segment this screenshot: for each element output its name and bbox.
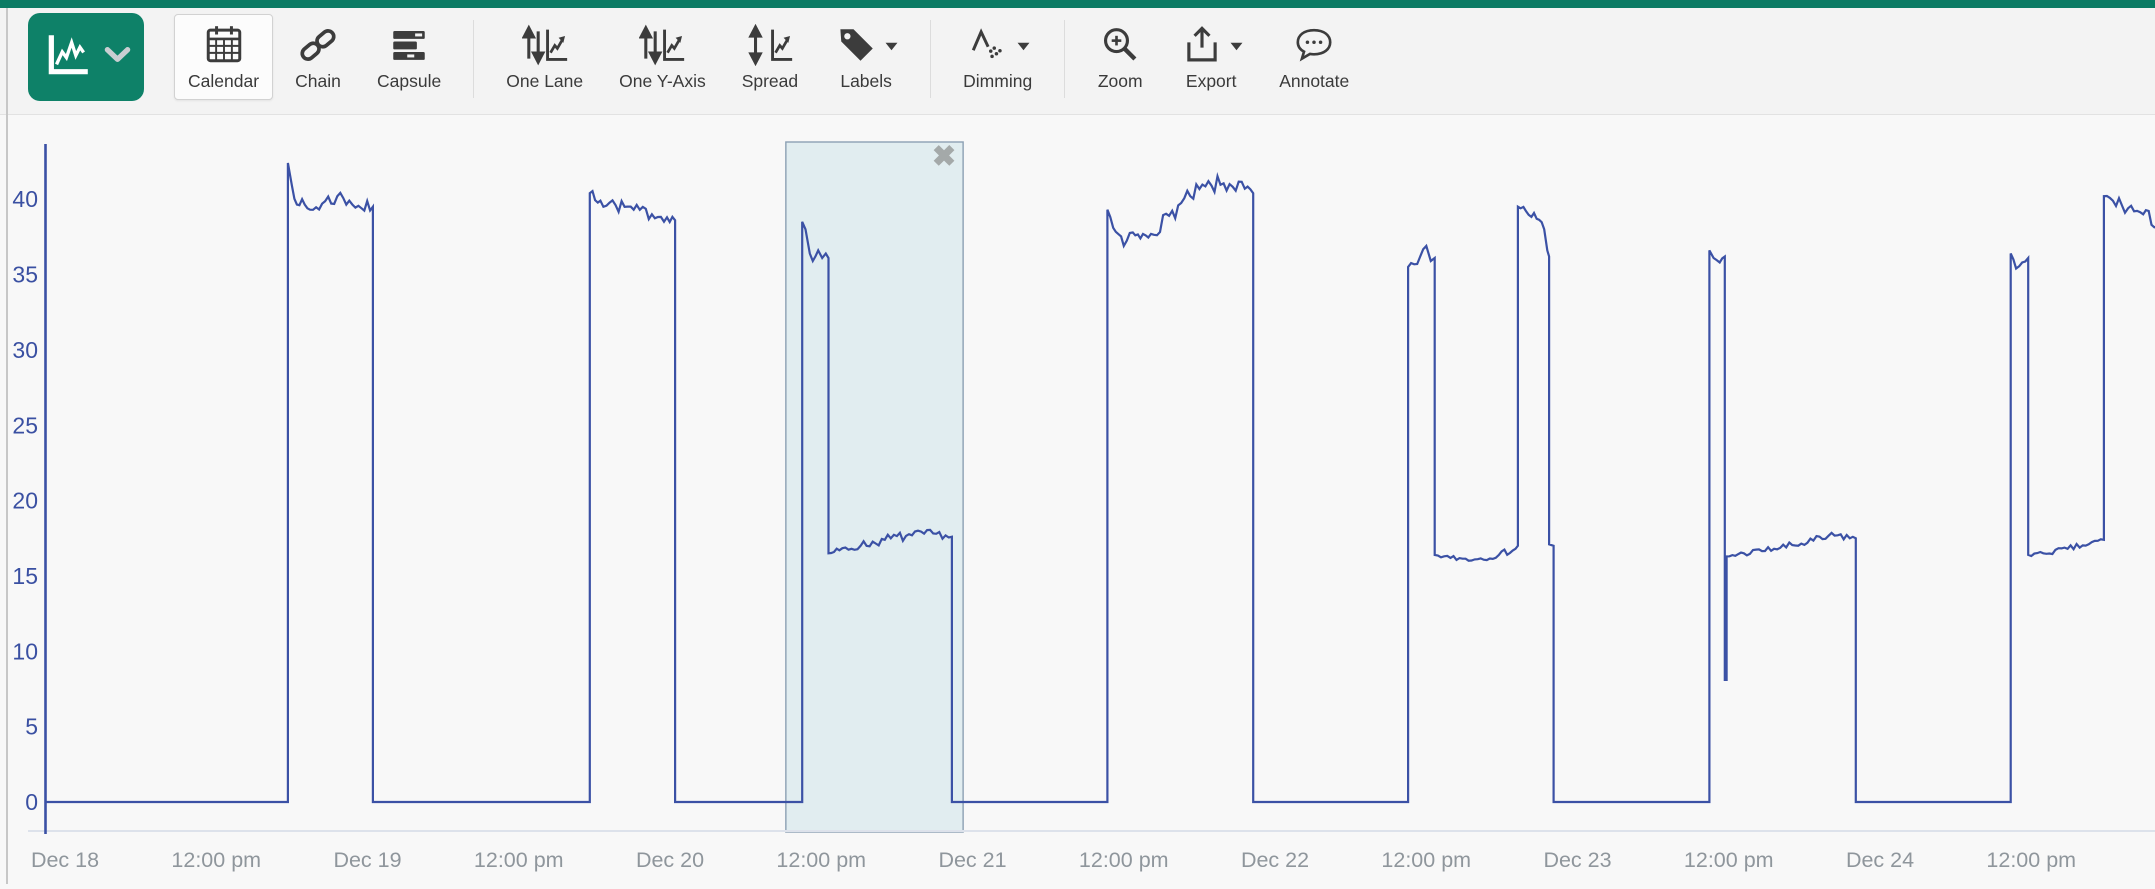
toolbar-button-label: One Y-Axis: [619, 71, 706, 91]
trend-chart-area[interactable]: 0 5 10 15 20 25 30 35 40 Dec 18 12:00 pm Dec 19 12:0…: [0, 115, 2155, 884]
dimming-curve-icon: [966, 20, 1030, 70]
trend-chart-icon: [41, 30, 95, 85]
x-tick-label: Dec 22: [1241, 848, 1309, 872]
y-tick-label: 35: [12, 262, 38, 288]
y-tick-label: 10: [12, 638, 38, 664]
x-tick-label: 12:00 pm: [776, 848, 866, 872]
speech-bubble-icon: [1291, 20, 1337, 70]
x-tick-label: 12:00 pm: [171, 848, 261, 872]
x-tick-label: 12:00 pm: [474, 848, 564, 872]
toolbar-button-label: One Lane: [506, 71, 584, 91]
x-tick-label: 12:00 pm: [1986, 848, 2076, 872]
toolbar-button-label: Spread: [741, 71, 799, 91]
toolbar-button-labels[interactable]: Labels: [820, 14, 912, 100]
view-selector-button[interactable]: [28, 13, 144, 101]
toolbar-divider: [930, 20, 932, 98]
app-top-accent-bar: [0, 0, 2155, 8]
toolbar-button-label: Export: [1185, 71, 1237, 91]
arrows-trend-icon: [639, 20, 685, 70]
toolbar-button-label: Dimming: [963, 71, 1033, 91]
x-tick-label: Dec 20: [636, 848, 704, 872]
trend-toolbar: Calendar Chain Capsule One Lane One Y-Axis Sp…: [0, 8, 2155, 115]
y-tick-label: 0: [25, 789, 38, 815]
toolbar-button-annotate[interactable]: Annotate: [1265, 14, 1363, 100]
y-tick-label: 25: [12, 412, 38, 438]
toolbar-button-calendar[interactable]: Calendar: [174, 14, 274, 100]
chevron-down-icon: [104, 46, 131, 69]
x-tick-label: Dec 21: [938, 848, 1006, 872]
tag-icon: [834, 20, 898, 70]
toolbar-button-zoom[interactable]: Zoom: [1083, 14, 1157, 100]
selected-time-region[interactable]: [785, 141, 964, 833]
x-tick-label: Dec 18: [31, 848, 99, 872]
toolbar-divider: [1064, 20, 1066, 98]
x-tick-label: 12:00 pm: [1381, 848, 1471, 872]
x-tick-label: 12:00 pm: [1079, 848, 1169, 872]
y-tick-label: 5: [25, 714, 38, 740]
y-tick-label: 15: [12, 563, 38, 589]
toolbar-button-label: Calendar: [188, 71, 260, 91]
toolbar-button-label: Annotate: [1279, 71, 1350, 91]
y-tick-label: 20: [12, 488, 38, 514]
toolbar-button-label: Labels: [840, 71, 892, 91]
toolbar-button-spread[interactable]: Spread: [728, 14, 812, 100]
y-tick-label: 40: [12, 186, 38, 212]
trend-chart-canvas[interactable]: 0 5 10 15 20 25 30 35 40 Dec 18 12:00 pm Dec 19 12:0…: [0, 115, 2155, 884]
toolbar-button-dimming[interactable]: Dimming: [949, 14, 1046, 100]
toolbar-button-group: Calendar Chain Capsule One Lane One Y-Axis Sp…: [170, 8, 1367, 100]
y-tick-label: 30: [12, 337, 38, 363]
x-tick-label: Dec 24: [1846, 848, 1914, 872]
toolbar-button-chain[interactable]: Chain: [281, 14, 355, 100]
signal-series-line[interactable]: [45, 162, 2155, 804]
chain-icon: [295, 20, 341, 70]
x-tick-label: 12:00 pm: [1684, 848, 1774, 872]
zoom-in-icon: [1097, 20, 1143, 70]
x-tick-label: Dec 19: [333, 848, 401, 872]
toolbar-button-export[interactable]: Export: [1165, 14, 1257, 100]
x-tick-label: Dec 23: [1543, 848, 1611, 872]
selected-region-close-button[interactable]: ✖: [931, 141, 957, 173]
spread-arrows-trend-icon: [747, 20, 793, 70]
left-pane-divider: [6, 8, 8, 884]
arrows-trend-icon: [521, 20, 568, 70]
toolbar-button-capsule[interactable]: Capsule: [363, 14, 455, 100]
calendar-icon: [201, 20, 247, 70]
toolbar-button-label: Zoom: [1097, 71, 1143, 91]
toolbar-button-label: Capsule: [377, 71, 442, 91]
toolbar-button-one-y-axis[interactable]: One Y-Axis: [605, 14, 720, 100]
toolbar-divider: [473, 20, 475, 98]
capsule-icon: [386, 20, 432, 70]
toolbar-button-label: Chain: [295, 71, 341, 91]
export-icon: [1179, 20, 1243, 70]
toolbar-button-one-lane[interactable]: One Lane: [492, 14, 597, 100]
